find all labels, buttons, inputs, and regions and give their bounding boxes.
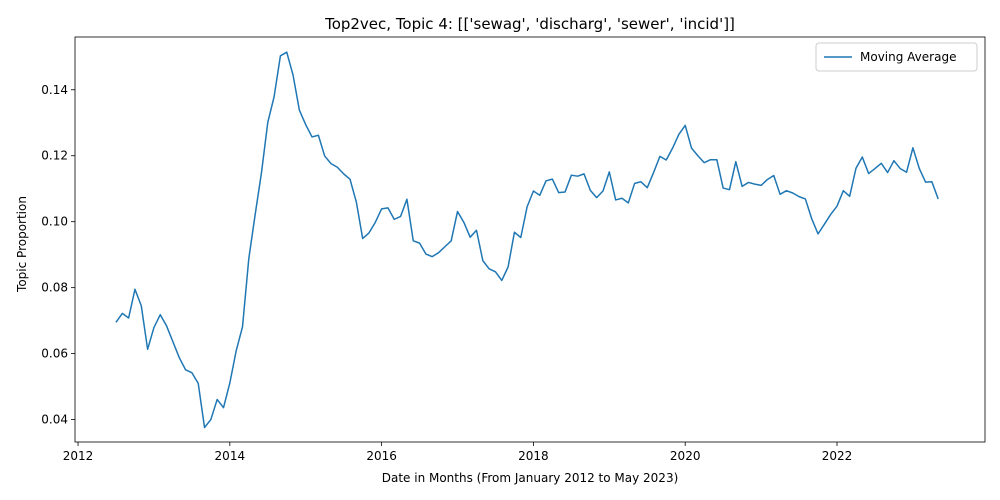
chart-title: Top2vec, Topic 4: [['sewag', 'discharg',…: [324, 15, 735, 33]
x-tick-label: 2016: [366, 449, 397, 463]
y-axis: 0.04 0.06 0.08 0.10 0.12 0.14: [41, 83, 75, 427]
legend: Moving Average: [815, 42, 978, 72]
y-tick-label: 0.10: [41, 215, 68, 229]
x-tick-label: 2022: [822, 449, 853, 463]
legend-box: [815, 42, 978, 72]
legend-label: Moving Average: [860, 50, 956, 64]
x-axis-label: Date in Months (From January 2012 to May…: [382, 471, 679, 485]
y-tick-label: 0.04: [41, 413, 68, 427]
y-tick-label: 0.06: [41, 347, 68, 361]
x-tick-label: 2018: [518, 449, 549, 463]
y-tick-label: 0.08: [41, 281, 68, 295]
x-tick-label: 2012: [63, 449, 94, 463]
x-tick-label: 2020: [670, 449, 701, 463]
y-tick-label: 0.12: [41, 149, 68, 163]
y-axis-label: Topic Proportion: [15, 196, 29, 293]
plot-area: [74, 36, 986, 443]
y-tick-label: 0.14: [41, 83, 68, 97]
plot-frame: [74, 36, 986, 443]
x-axis: 2012 2014 2016 2018 2020 2022: [63, 442, 853, 463]
x-tick-label: 2014: [215, 449, 246, 463]
series-line-moving-average: [115, 51, 939, 429]
